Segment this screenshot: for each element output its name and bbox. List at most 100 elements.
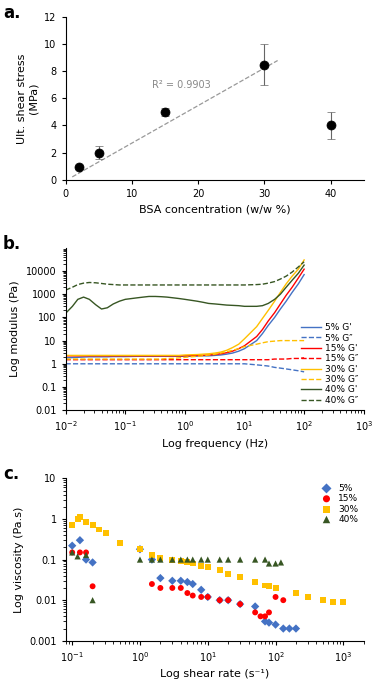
5% G' bbox=[153, 352, 158, 360]
40% G' bbox=[123, 295, 128, 303]
40% bbox=[184, 554, 190, 565]
5% bbox=[149, 554, 155, 565]
40% G″ bbox=[206, 281, 211, 289]
5% G' bbox=[224, 350, 229, 358]
15% G″ bbox=[87, 356, 92, 364]
40% G″ bbox=[290, 268, 294, 276]
5% G″ bbox=[206, 360, 211, 368]
30% G″ bbox=[230, 346, 235, 354]
30% bbox=[198, 560, 204, 571]
30% G″ bbox=[296, 336, 301, 344]
15% G' bbox=[302, 265, 306, 274]
5% bbox=[205, 591, 211, 602]
15% bbox=[237, 599, 243, 610]
5% G' bbox=[266, 321, 270, 329]
40% G' bbox=[284, 283, 288, 291]
30% bbox=[137, 544, 143, 555]
30% G' bbox=[260, 314, 265, 322]
30% G' bbox=[206, 349, 211, 358]
15% G″ bbox=[123, 356, 128, 364]
40% G' bbox=[75, 295, 80, 303]
30% bbox=[90, 520, 96, 531]
30% G' bbox=[63, 351, 68, 360]
40% G″ bbox=[165, 281, 169, 289]
15% G' bbox=[195, 351, 199, 360]
5% G' bbox=[123, 353, 128, 361]
15% G' bbox=[290, 283, 294, 291]
15% G' bbox=[284, 291, 288, 300]
15% bbox=[273, 591, 279, 602]
5% G″ bbox=[63, 360, 68, 368]
40% G″ bbox=[201, 281, 205, 289]
30% G″ bbox=[117, 355, 122, 363]
15% G″ bbox=[141, 356, 146, 364]
15% G' bbox=[219, 349, 223, 358]
30% G″ bbox=[237, 344, 241, 353]
Line: 40% G″: 40% G″ bbox=[66, 262, 304, 290]
15% bbox=[280, 595, 286, 606]
40% G' bbox=[147, 292, 151, 300]
15% G″ bbox=[254, 356, 259, 364]
5% G″ bbox=[296, 367, 301, 375]
5% G″ bbox=[201, 360, 205, 368]
40% G″ bbox=[230, 281, 235, 289]
15% bbox=[178, 582, 184, 593]
30% G' bbox=[87, 351, 92, 360]
15% G' bbox=[171, 351, 175, 360]
30% G″ bbox=[75, 355, 80, 363]
5% G' bbox=[111, 353, 116, 361]
15% G' bbox=[123, 351, 128, 360]
30% bbox=[205, 562, 211, 573]
40% bbox=[252, 554, 258, 565]
40% G″ bbox=[195, 281, 199, 289]
30% G″ bbox=[153, 355, 158, 363]
15% G' bbox=[111, 351, 116, 360]
40% bbox=[278, 557, 284, 568]
30% G' bbox=[75, 351, 80, 360]
15% G″ bbox=[219, 356, 223, 364]
15% bbox=[252, 607, 258, 618]
5% bbox=[184, 577, 190, 588]
5% G' bbox=[147, 352, 151, 360]
5% G″ bbox=[254, 361, 259, 369]
15% G' bbox=[213, 351, 217, 359]
5% bbox=[273, 619, 279, 630]
5% G' bbox=[296, 280, 301, 288]
40% G' bbox=[254, 302, 259, 311]
5% bbox=[170, 575, 176, 586]
40% G″ bbox=[99, 279, 104, 287]
30% G' bbox=[141, 351, 146, 360]
30% G″ bbox=[213, 350, 217, 358]
40% G″ bbox=[302, 258, 306, 266]
30% G' bbox=[81, 351, 86, 360]
5% G″ bbox=[93, 360, 98, 368]
5% G' bbox=[93, 353, 98, 361]
30% G' bbox=[224, 346, 229, 354]
5% G″ bbox=[165, 360, 169, 368]
30% bbox=[237, 571, 243, 582]
15% G″ bbox=[278, 355, 283, 363]
30% bbox=[83, 516, 89, 527]
5% G' bbox=[159, 352, 164, 360]
Text: a.: a. bbox=[3, 4, 21, 22]
30% bbox=[158, 553, 164, 564]
15% G' bbox=[237, 344, 241, 353]
15% G″ bbox=[177, 356, 182, 364]
15% G″ bbox=[260, 356, 265, 364]
30% G' bbox=[230, 343, 235, 351]
30% bbox=[75, 513, 81, 524]
40% bbox=[75, 551, 81, 562]
5% bbox=[293, 623, 299, 634]
5% bbox=[198, 584, 204, 595]
40% bbox=[217, 554, 223, 565]
30% G' bbox=[302, 256, 306, 264]
40% G″ bbox=[177, 281, 182, 289]
15% bbox=[205, 591, 211, 602]
15% G' bbox=[135, 351, 140, 360]
15% G″ bbox=[75, 356, 80, 364]
30% G″ bbox=[201, 351, 205, 360]
30% G' bbox=[242, 335, 247, 343]
15% G″ bbox=[296, 354, 301, 362]
40% G' bbox=[201, 298, 205, 307]
5% G″ bbox=[81, 360, 86, 368]
